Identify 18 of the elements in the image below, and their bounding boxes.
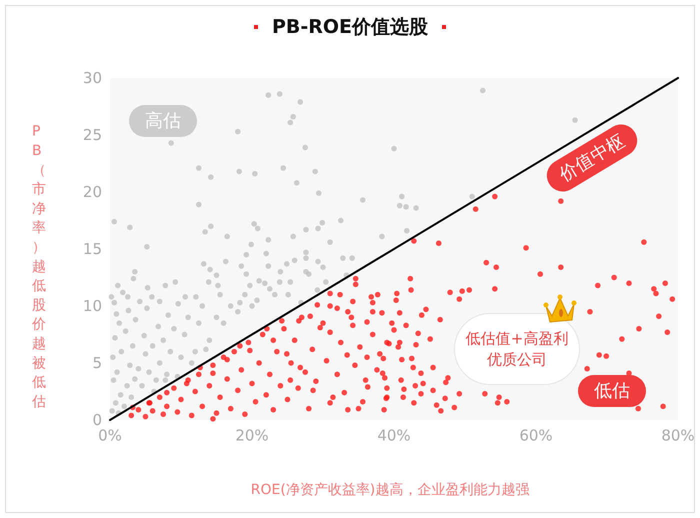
annotation: 低估 [594,380,630,402]
x-tick-label: 40% [377,426,411,444]
annotation: 价值中枢 [554,130,628,186]
y-tick-label: 5 [92,354,102,372]
x-tick-label: 80% [661,426,695,444]
x-axis-title: ROE(净资产收益率)越高，企业盈利能力越强 [250,482,530,498]
y-tick-label: 30 [82,69,102,87]
y-tick-label: 15 [82,240,102,258]
text: PB（市净率）越低股价越被低估 [32,124,46,410]
x-tick-label: 0% [98,426,122,444]
chart-title: PB-ROE价值选股 [272,15,428,40]
y-tick-label: 0 [92,411,102,429]
x-tick-label: 20% [235,426,269,444]
annotation: 低估值+高盈利优质公司 [466,330,568,368]
x-tick-label: 60% [519,426,553,444]
y-tick-label: 25 [82,126,102,144]
y-tick-label: 20 [82,183,102,201]
y-tick-label: 10 [82,297,102,315]
